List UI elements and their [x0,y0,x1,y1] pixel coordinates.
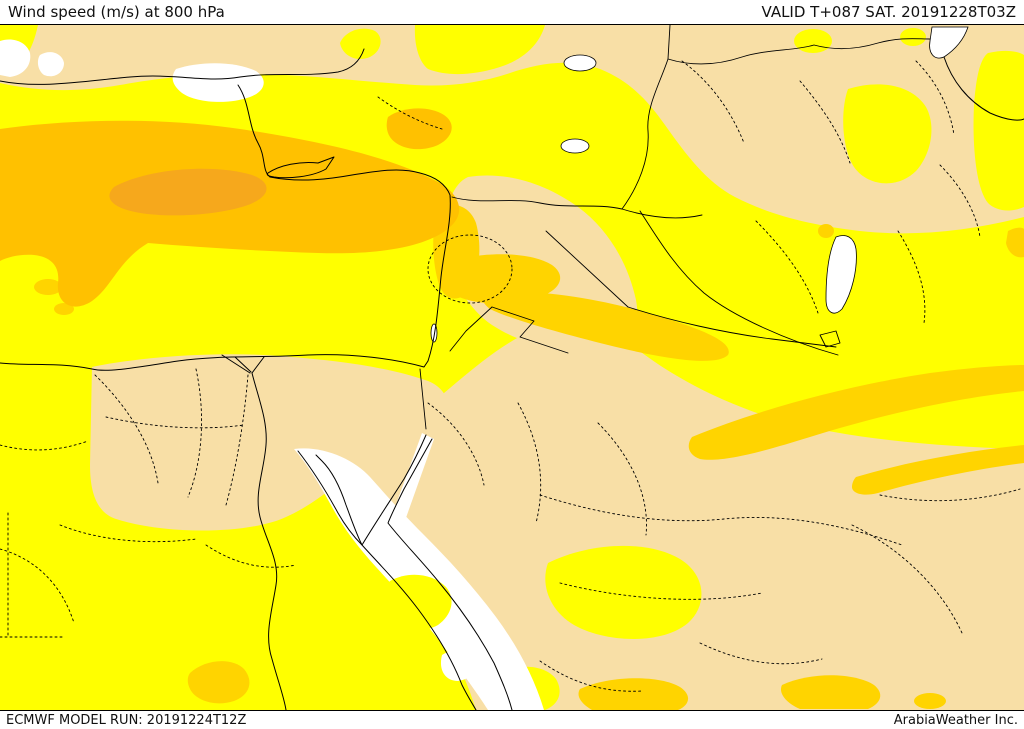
footer-bar: ECMWF MODEL RUN: 20191224T12Z ArabiaWeat… [0,710,1024,729]
coastline-layer [0,48,1024,710]
map-title: Wind speed (m/s) at 800 hPa [8,3,225,21]
country-border-layer [419,25,931,430]
wind-fill-gold-layer [34,204,1024,710]
header-bar: Wind speed (m/s) at 800 hPa VALID T+087 … [0,0,1024,25]
wind-fill-deep-orange-core [109,168,267,216]
brand-label: ArabiaWeather Inc. [893,712,1018,728]
wind-fill-orange-layer [0,108,460,307]
map-canvas [0,25,1024,710]
lake-and-gulf-layer [430,26,969,343]
dotted-boundary-layer [0,60,1021,692]
valid-time-label: VALID T+087 SAT. 20191228T03Z [761,3,1016,21]
wind-speed-map [0,25,1024,710]
wind-fill-yellow-patches [0,25,1024,710]
model-run-label: ECMWF MODEL RUN: 20191224T12Z [6,712,247,728]
